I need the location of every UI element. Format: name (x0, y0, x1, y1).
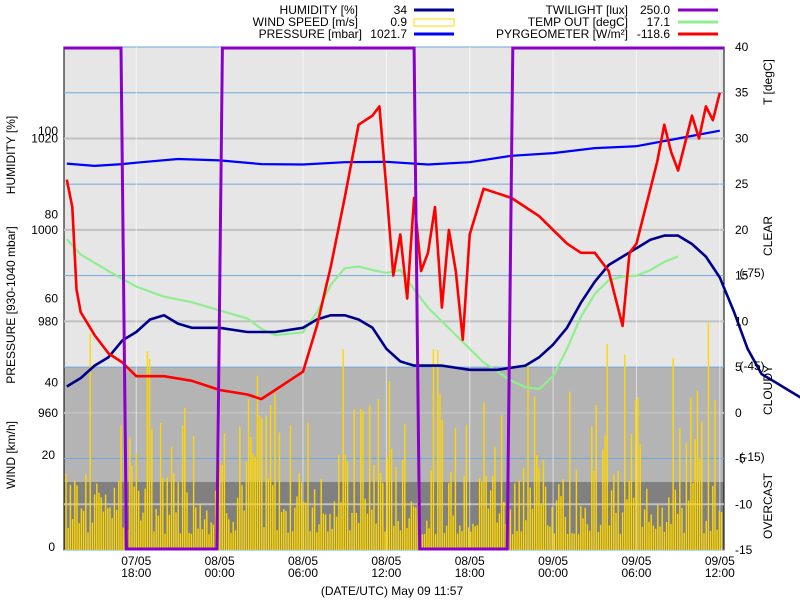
x-tick-time: 12:00 (705, 566, 735, 580)
x-tick-time: 18:00 (121, 566, 151, 580)
twilight-path (64, 46, 724, 551)
pressure-tick: 960 (38, 406, 58, 420)
x-tick-time: 00:00 (538, 566, 568, 580)
humidity-tick: 80 (45, 208, 59, 222)
pressure-axis-title: PRESSURE [930-1040 mbar] (4, 226, 18, 383)
sky-label-overcast: OVERCAST (761, 472, 775, 539)
sky-value-clear: (-75) (739, 266, 764, 280)
legend-humidity-value: 34 (394, 3, 408, 17)
x-tick-date: 09/05 (705, 554, 735, 568)
legend-wind-label: WIND SPEED [m/s] (253, 15, 358, 29)
wind-axis-title: WIND [km/h] (4, 421, 18, 489)
legend-temp-label: TEMP OUT [degC] (528, 15, 628, 29)
x-tick-time: 00:00 (205, 566, 235, 580)
temp-tick: 30 (735, 131, 749, 145)
sky-label-cloudy: CLOUDY (761, 365, 775, 415)
temp-tick: -10 (735, 497, 753, 511)
temp-tick: 25 (735, 177, 749, 191)
x-tick-time: 12:00 (371, 566, 401, 580)
legend-wind-value: 0.9 (390, 15, 407, 29)
x-tick-date: 09/05 (621, 554, 651, 568)
legend-pressure-label: PRESSURE [mbar] (259, 27, 362, 41)
series-lines (65, 92, 800, 401)
x-tick-time: 18:00 (455, 566, 485, 580)
legend-wind-swatch (413, 18, 455, 27)
series-line-pressure (66, 129, 721, 167)
temp-tick: -5 (735, 452, 746, 466)
x-tick-date: 07/05 (121, 554, 151, 568)
x-tick-date: 08/05 (288, 554, 318, 568)
x-axis-title: (DATE/UTC) May 09 11:57 (321, 584, 464, 598)
temp-tick: 10 (735, 314, 749, 328)
x-tick-date: 08/05 (205, 554, 235, 568)
humidity-tick: 40 (45, 375, 59, 389)
wind-tick: 20 (42, 448, 56, 462)
plot-area-cloudy (64, 367, 724, 482)
legend-twilight-value: 250.0 (640, 3, 670, 17)
legend-pressure-value: 1021.7 (370, 27, 407, 41)
sky-value-cloudy: (-45) (739, 359, 764, 373)
twilight-line (64, 46, 724, 551)
temp-tick: 40 (735, 40, 749, 54)
legend-pyrgeometer-value: -118.6 (637, 27, 670, 41)
series-line-pyrgeometer (65, 92, 722, 401)
temp-tick: 0 (735, 406, 742, 420)
x-tick-time: 06:00 (288, 566, 318, 580)
wind-tick: 0 (48, 540, 55, 554)
humidity-tick: 60 (45, 292, 59, 306)
legend-twilight-label: TWILIGHT [lux] (546, 3, 628, 17)
x-tick-time: 06:00 (621, 566, 651, 580)
pressure-tick: 1000 (31, 223, 58, 237)
sky-value-overcast: (-15) (739, 450, 764, 464)
x-tick-date: 08/05 (371, 554, 401, 568)
legend: HUMIDITY [%] 34 WIND SPEED [m/s] 0.9 PRE… (253, 3, 718, 41)
legend-temp-value: 17.1 (647, 15, 671, 29)
temp-tick: 5 (735, 360, 742, 374)
tick-labels: 1008060401020100098096020040353025201510… (31, 40, 752, 580)
series-line-temp (65, 238, 679, 391)
temp-tick: 20 (735, 223, 749, 237)
sky-label-clear: CLEAR (761, 216, 775, 256)
series-line-humidity (66, 234, 800, 399)
pressure-tick: 1020 (31, 131, 58, 145)
temp-tick: -15 (735, 543, 753, 557)
legend-humidity-label: HUMIDITY [%] (280, 3, 358, 17)
wind-bars (65, 322, 723, 550)
temp-tick: 15 (735, 269, 749, 283)
pressure-tick: 980 (38, 314, 58, 328)
plot-area-clear (64, 47, 724, 367)
humidity-tick: 100 (38, 124, 58, 138)
temp-axis-title: T [degC] (761, 59, 775, 105)
x-tick-date: 08/05 (455, 554, 485, 568)
temp-tick: 35 (735, 86, 749, 100)
humidity-axis-title: HUMIDITY [%] (4, 116, 18, 194)
x-tick-date: 09/05 (538, 554, 568, 568)
legend-pyrgeometer-label: PYRGEOMETER [W/m²] (496, 27, 628, 41)
